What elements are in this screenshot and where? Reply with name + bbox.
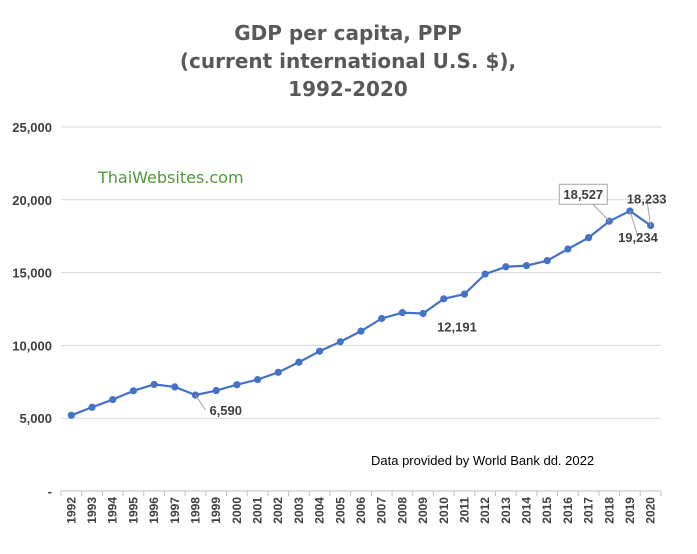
x-tick-label: 1999 [209, 497, 223, 524]
data-label: 12,191 [437, 319, 477, 334]
data-point [564, 245, 572, 253]
data-point [253, 376, 262, 384]
data-point [88, 403, 96, 411]
data-point [522, 262, 531, 270]
x-tick-label: 2002 [271, 497, 285, 524]
data-point [233, 381, 241, 389]
x-tick-label: 2008 [395, 497, 409, 524]
data-point [295, 358, 303, 366]
data-point [460, 290, 469, 298]
data-point [584, 234, 593, 242]
data-label: 6,590 [209, 403, 242, 418]
data-point [67, 411, 75, 419]
y-tick-label: - [48, 484, 52, 499]
y-tick-label: 15,000 [12, 266, 52, 281]
data-point [274, 368, 282, 376]
data-point [129, 387, 138, 395]
x-tick-label: 2020 [644, 497, 658, 524]
data-point [502, 263, 510, 271]
x-tick-label: 2006 [354, 497, 368, 524]
source-note: Data provided by World Bank dd. 2022 [371, 453, 594, 468]
data-point [543, 257, 551, 265]
data-point [171, 383, 179, 391]
watermark-text: ThaiWebsites.com [97, 168, 244, 187]
x-tick-label: 2015 [540, 497, 554, 524]
series-line [70, 209, 652, 417]
x-tick-label: 2016 [561, 497, 575, 524]
x-tick-label: 1992 [64, 497, 78, 524]
x-tick-label: 2011 [457, 497, 471, 523]
data-point [440, 295, 448, 303]
data-label-leader [629, 210, 639, 238]
y-tick-label: 25,000 [12, 120, 52, 135]
x-tick-label: 2012 [478, 497, 492, 524]
chart-title-line-3: 1992-2020 [288, 77, 408, 101]
data-label-leader [646, 198, 652, 226]
x-tick-label: 2009 [416, 497, 430, 524]
x-tick-label: 2018 [602, 497, 616, 524]
y-axis: - 5,000 10,000 15,000 20,000 25,000 [12, 120, 52, 499]
series-layer [67, 207, 655, 419]
x-tick-label: 2014 [520, 497, 534, 524]
data-label-box [558, 183, 608, 205]
x-tick-label: 2013 [499, 497, 513, 524]
chart-title-line-1: GDP per capita, PPP [234, 21, 461, 45]
data-label: 19,234 [618, 230, 659, 245]
x-tick-label: 2003 [292, 497, 306, 524]
x-tick-label: 2017 [582, 497, 596, 524]
x-tick-label: 2010 [437, 497, 451, 524]
data-point [212, 386, 220, 395]
data-point [481, 270, 489, 278]
data-point [357, 327, 365, 335]
x-tick-label: 2000 [230, 497, 244, 524]
data-label: 18,527 [563, 187, 603, 202]
x-tick-label: 2001 [251, 497, 265, 524]
data-point [109, 395, 117, 404]
data-point [378, 314, 386, 323]
x-tick-label: 1998 [188, 497, 202, 524]
x-tick-label: 2019 [623, 497, 637, 524]
x-tick-label: 2004 [313, 497, 327, 524]
data-label: 18,233 [627, 192, 667, 207]
x-axis: 1992 1993 1994 1995 1996 1997 1998 1999 2000 2001… [60, 490, 662, 524]
data-point [398, 309, 406, 317]
data-point [150, 380, 158, 389]
data-point [336, 338, 344, 346]
x-tick-label: 1995 [126, 497, 140, 524]
x-tick-label: 1997 [168, 497, 182, 524]
y-tick-label: 10,000 [12, 338, 52, 353]
y-tick-label: 20,000 [12, 193, 52, 208]
x-tick-label: 1996 [147, 497, 161, 524]
x-tick-label: 2007 [375, 497, 389, 524]
data-label-layer: 6,590 12,191 18,527 19,234 18,233 [195, 183, 667, 418]
y-tick-label: 5,000 [19, 411, 52, 426]
data-label-leader [195, 394, 206, 411]
x-tick-label: 1994 [106, 497, 120, 524]
x-tick-label: 1993 [85, 497, 99, 524]
chart-title-line-2: (current international U.S. $), [180, 49, 516, 73]
data-point [419, 309, 427, 318]
data-point [316, 347, 324, 355]
x-tick-label: 2005 [333, 497, 347, 524]
